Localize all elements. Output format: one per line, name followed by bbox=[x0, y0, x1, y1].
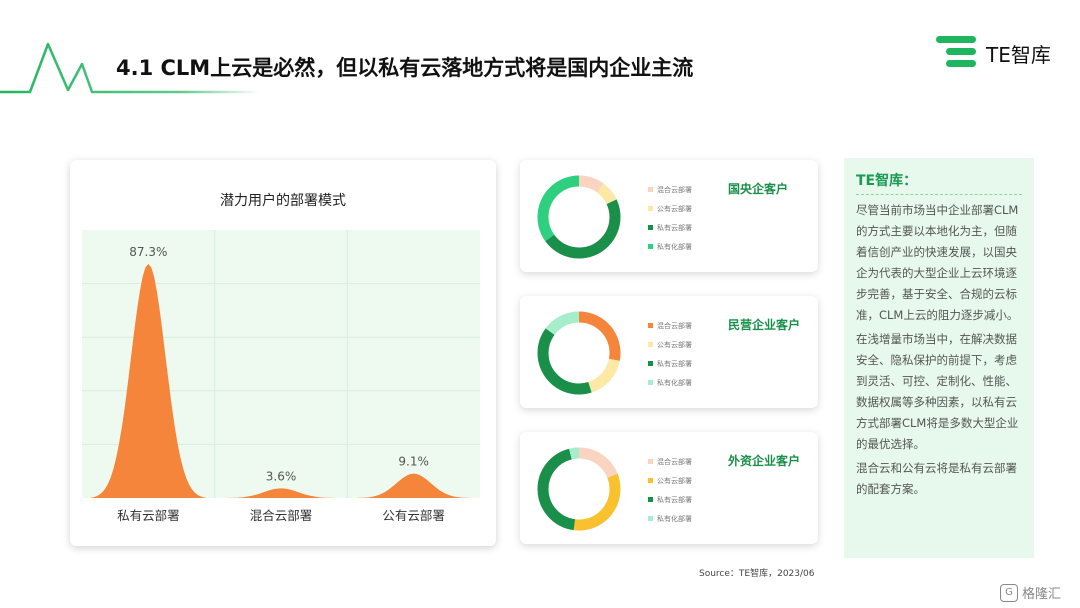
area-peak bbox=[222, 488, 340, 498]
donut-title-state-owned: 国央企客户 bbox=[728, 182, 789, 196]
te-logo-icon bbox=[936, 36, 976, 67]
category-label: 私有云部署 bbox=[117, 508, 180, 523]
legend-item: 私有化部署 bbox=[648, 373, 692, 392]
legend-label: 私有云部署 bbox=[657, 495, 692, 504]
legend-item: 公有云部署 bbox=[648, 199, 692, 218]
insight-panel: TE智库： 尽管当前市场当中企业部署CLM的方式主要以本地化为主，但随着信创产业… bbox=[844, 158, 1034, 558]
legend-label: 公有云部署 bbox=[657, 204, 692, 213]
legend-item: 私有云部署 bbox=[648, 354, 692, 373]
header-pulse-line bbox=[0, 42, 260, 94]
legend-swatch bbox=[648, 516, 653, 521]
legend-label: 混合云部署 bbox=[657, 321, 692, 330]
category-label: 混合云部署 bbox=[250, 508, 313, 523]
legend-swatch bbox=[648, 459, 653, 464]
legend-item: 混合云部署 bbox=[648, 316, 692, 335]
donut-card-private: 混合云部署公有云部署私有云部署私有化部署 民营企业客户 bbox=[520, 296, 818, 408]
main-area-chart: 87.3% 私有云部署 3.6% 混合云部署 9.1% 公有云部署 bbox=[82, 230, 480, 523]
donut-slice bbox=[537, 311, 621, 395]
legend-swatch bbox=[648, 380, 653, 385]
insight-title: TE智库： bbox=[856, 173, 918, 189]
source-note: Source：TE智库，2023/06 bbox=[699, 569, 815, 579]
legend-foreign: 混合云部署公有云部署私有云部署私有化部署 bbox=[648, 452, 692, 528]
te-logo: TE智库 bbox=[936, 36, 1056, 72]
legend-item: 私有云部署 bbox=[648, 490, 692, 509]
legend-label: 私有化部署 bbox=[657, 242, 692, 251]
watermark-text: 格隆汇 bbox=[1022, 587, 1062, 602]
legend-private: 混合云部署公有云部署私有云部署私有化部署 bbox=[648, 316, 692, 392]
legend-item: 私有化部署 bbox=[648, 509, 692, 528]
legend-item: 混合云部署 bbox=[648, 452, 692, 471]
legend-swatch bbox=[648, 323, 653, 328]
legend-label: 公有云部署 bbox=[657, 340, 692, 349]
legend-swatch bbox=[648, 497, 653, 502]
donut-chart-foreign bbox=[537, 447, 621, 531]
logo-text: TE智库 bbox=[986, 43, 1051, 67]
legend-item: 混合云部署 bbox=[648, 180, 692, 199]
legend-label: 私有云部署 bbox=[657, 223, 692, 232]
data-label: 3.6% bbox=[266, 469, 297, 483]
legend-label: 私有云部署 bbox=[657, 359, 692, 368]
donut-card-state-owned: 混合云部署公有云部署私有云部署私有化部署 国央企客户 bbox=[520, 160, 818, 272]
legend-item: 公有云部署 bbox=[648, 471, 692, 490]
insight-body: 尽管当前市场当中企业部署CLM的方式主要以本地化为主，但随着信创产业的快速发展，… bbox=[856, 200, 1028, 503]
category-label: 公有云部署 bbox=[382, 508, 445, 523]
legend-item: 私有云部署 bbox=[648, 218, 692, 237]
insight-paragraph: 在浅增量市场当中，在解决数据安全、隐私保护的前提下，考虑到灵活、可控、定制化、性… bbox=[856, 332, 1019, 451]
donut-slice bbox=[537, 175, 621, 259]
data-label: 87.3% bbox=[129, 245, 167, 259]
main-chart-title: 潜力用户的部署模式 bbox=[220, 193, 346, 209]
donut-slice bbox=[537, 311, 621, 395]
donut-title-foreign: 外资企业客户 bbox=[728, 454, 801, 468]
legend-label: 混合云部署 bbox=[657, 185, 692, 194]
donut-slice bbox=[537, 447, 621, 531]
area-peak bbox=[90, 264, 207, 498]
legend-swatch bbox=[648, 187, 653, 192]
legend-swatch bbox=[648, 244, 653, 249]
donut-slice bbox=[537, 447, 621, 531]
legend-label: 公有云部署 bbox=[657, 476, 692, 485]
main-chart-card: 潜力用户的部署模式 87.3% 私有云部署 3.6% 混合云部署 9.1% 公有云部署 bbox=[70, 160, 496, 546]
donut-card-foreign: 混合云部署公有云部署私有云部署私有化部署 外资企业客户 bbox=[520, 432, 818, 544]
watermark: G 格隆汇 bbox=[1000, 583, 1061, 602]
legend-swatch bbox=[648, 206, 653, 211]
legend-swatch bbox=[648, 342, 653, 347]
legend-label: 私有化部署 bbox=[657, 514, 692, 523]
legend-label: 私有化部署 bbox=[657, 378, 692, 387]
legend-swatch bbox=[648, 478, 653, 483]
area-peak bbox=[355, 473, 472, 498]
donut-chart-state-owned bbox=[537, 175, 621, 259]
insight-divider bbox=[856, 194, 1022, 195]
insight-paragraph: 尽管当前市场当中企业部署CLM的方式主要以本地化为主，但随着信创产业的快速发展，… bbox=[856, 203, 1019, 322]
legend-item: 公有云部署 bbox=[648, 335, 692, 354]
legend-swatch bbox=[648, 361, 653, 366]
donut-title-private: 民营企业客户 bbox=[728, 318, 801, 332]
legend-swatch bbox=[648, 225, 653, 230]
legend-item: 私有化部署 bbox=[648, 237, 692, 256]
watermark-icon: G bbox=[1000, 583, 1018, 602]
legend-state-owned: 混合云部署公有云部署私有云部署私有化部署 bbox=[648, 180, 692, 256]
donut-slice bbox=[537, 175, 621, 259]
data-label: 9.1% bbox=[398, 455, 429, 469]
legend-label: 混合云部署 bbox=[657, 457, 692, 466]
insight-paragraph: 混合云和公有云将是私有云部署的配套方案。 bbox=[856, 461, 1017, 496]
donut-chart-private bbox=[537, 311, 621, 395]
donut-slice bbox=[537, 447, 621, 531]
page-title: 4.1 CLM上云是必然，但以私有云落地方式将是国内企业主流 bbox=[116, 56, 694, 80]
